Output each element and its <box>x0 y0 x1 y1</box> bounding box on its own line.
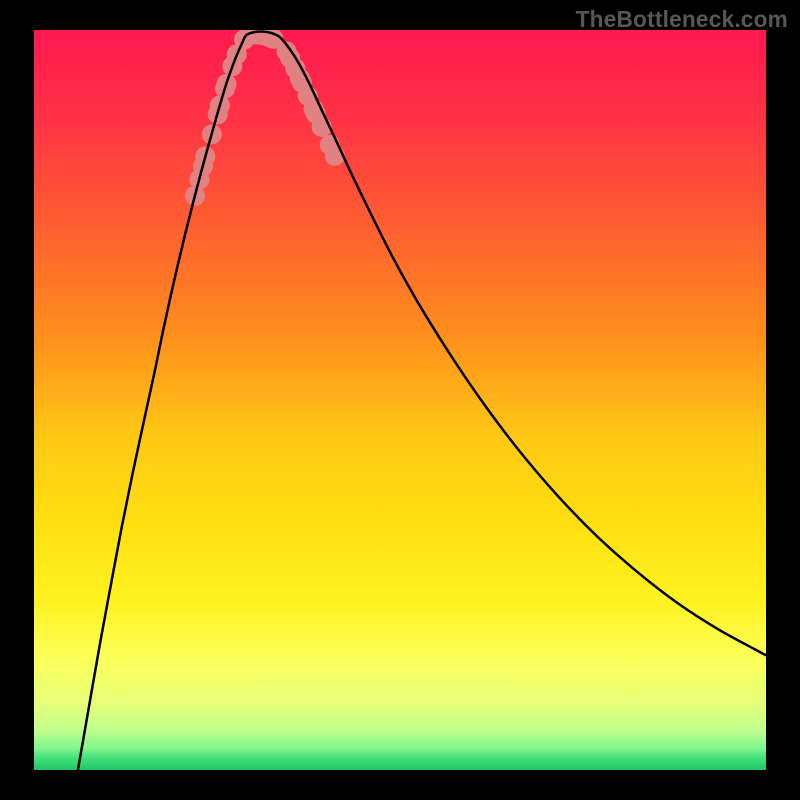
plot-background <box>34 30 766 770</box>
chart-frame: TheBottleneck.com <box>0 0 800 800</box>
watermark-text: TheBottleneck.com <box>576 6 788 33</box>
plot-svg <box>34 30 766 770</box>
